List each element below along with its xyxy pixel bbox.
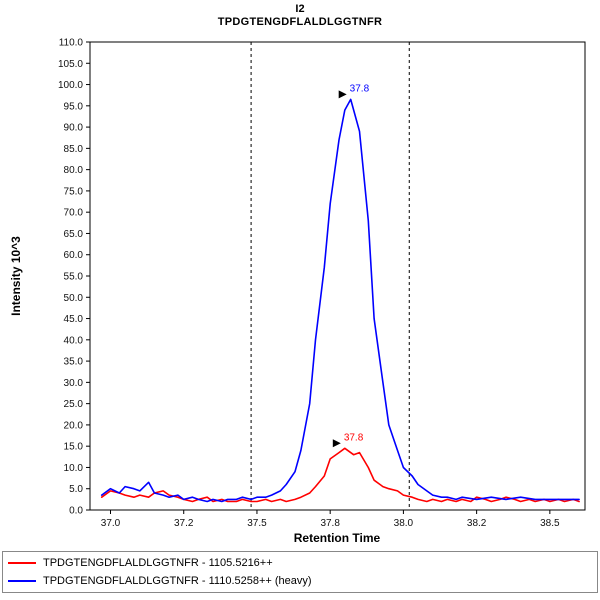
y-tick-label: 30.0 [64,378,84,389]
y-tick-label: 15.0 [64,442,84,453]
y-tick-label: 5.0 [69,484,83,495]
legend-label-heavy: TPDGTENGDFLALDLGGTNFR - 1110.5258++ (hea… [43,575,312,587]
peak-apex-label: 37.8 [350,83,370,94]
legend-swatch-heavy-icon [8,580,36,582]
peak-apex-arrow-icon [332,439,341,448]
x-tick-label: 38.5 [540,518,560,529]
y-tick-label: 35.0 [64,357,84,368]
y-tick-label: 45.0 [64,314,84,325]
x-tick-label: 37.0 [101,518,121,529]
y-tick-label: 40.0 [64,335,84,346]
x-tick-label: 37.8 [320,518,340,529]
peak-apex-label: 37.8 [344,432,364,443]
y-tick-label: 50.0 [64,293,84,304]
y-tick-label: 85.0 [64,144,84,155]
y-tick-label: 65.0 [64,229,84,240]
peak-apex-arrow-icon [338,90,347,99]
y-tick-label: 20.0 [64,420,84,431]
plot-border [89,41,586,511]
chromatogram-plot[interactable]: Intensity 10^3 Retention Time 0.0 5.0 10.0… [0,32,600,548]
y-tick-label: 75.0 [64,186,84,197]
y-tick-label: 60.0 [64,250,84,261]
legend-swatch-light-icon [8,562,36,564]
y-tick-label: 0.0 [69,506,83,517]
y-tick-label: 25.0 [64,399,84,410]
chromatogram-trace-1[interactable] [100,98,580,503]
y-tick-label: 10.0 [64,463,84,474]
x-tick-label: 38.2 [467,518,487,529]
chart-title: I2 [295,3,305,15]
legend: TPDGTENGDFLALDLGGTNFR - 1105.5216++ TPDG… [2,551,598,593]
x-tick-label: 37.2 [174,518,194,529]
x-axis-title: Retention Time [294,531,381,545]
y-tick-label: 110.0 [59,38,84,49]
x-tick-label: 38.0 [394,518,414,529]
plot-dynamic-layer: 0.0 5.0 10.0 15.0 20.0 25.0 30.0 35.0 40.0 45.0 50… [58,38,586,529]
y-tick-label: 95.0 [64,101,84,112]
x-tick-label: 37.5 [247,518,267,529]
y-axis-title: Intensity 10^3 [9,236,23,316]
legend-item-light[interactable]: TPDGTENGDFLALDLGGTNFR - 1105.5216++ [7,554,593,572]
y-tick-label: 90.0 [64,123,84,134]
y-tick-label: 70.0 [64,208,84,219]
legend-item-heavy[interactable]: TPDGTENGDFLALDLGGTNFR - 1110.5258++ (hea… [7,572,593,590]
y-tick-label: 80.0 [64,165,84,176]
legend-label-light: TPDGTENGDFLALDLGGTNFR - 1105.5216++ [43,557,273,569]
peptide-title: TPDGTENGDFLALDLGGTNFR [217,16,383,28]
chromatogram-trace-0[interactable] [100,447,580,503]
y-tick-label: 55.0 [64,272,84,283]
y-tick-label: 100.0 [58,80,83,91]
y-tick-label: 105.0 [58,59,83,70]
